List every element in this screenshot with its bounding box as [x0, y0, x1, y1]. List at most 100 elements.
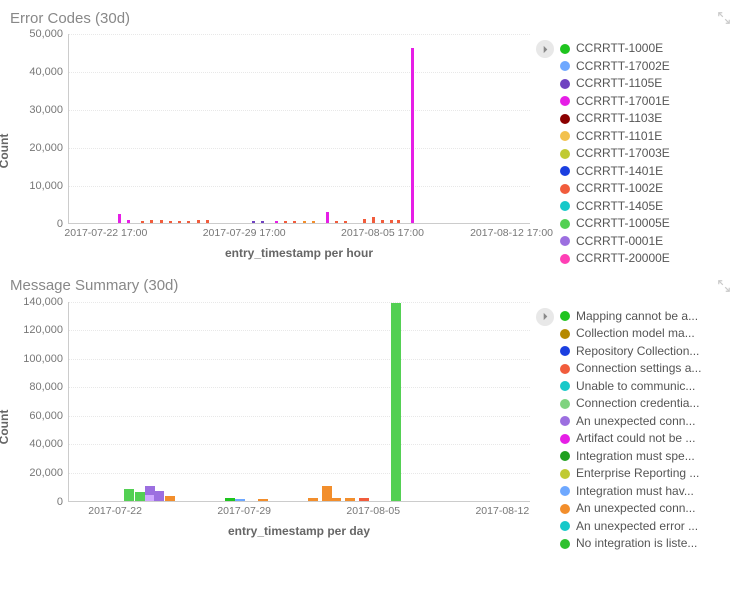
- bar[interactable]: [303, 221, 306, 223]
- panel-header: Message Summary (30d): [10, 274, 731, 298]
- legend-item[interactable]: CCRRTT-0001E: [560, 233, 715, 251]
- bar[interactable]: [326, 212, 329, 223]
- legend-label: An unexpected error ...: [576, 518, 698, 536]
- bar[interactable]: [363, 219, 366, 223]
- legend-item[interactable]: CCRRTT-1101E: [560, 128, 715, 146]
- legend-swatch: [560, 399, 570, 409]
- bar[interactable]: [124, 489, 134, 500]
- legend-item[interactable]: Artifact could not be ...: [560, 430, 715, 448]
- gridline: [69, 186, 530, 187]
- legend-item[interactable]: CCRRTT-1000E: [560, 40, 715, 58]
- bar[interactable]: [154, 491, 164, 501]
- y-tick: 20,000: [13, 142, 63, 154]
- x-tick: 2017-08-05: [346, 505, 400, 517]
- legend-item[interactable]: CCRRTT-20000E: [560, 250, 715, 268]
- bar[interactable]: [381, 220, 384, 223]
- legend-item[interactable]: An unexpected conn...: [560, 413, 715, 431]
- bar[interactable]: [187, 221, 190, 223]
- bar[interactable]: [235, 499, 245, 501]
- bar[interactable]: [345, 498, 355, 501]
- bar[interactable]: [308, 498, 318, 500]
- expand-icon[interactable]: [717, 11, 731, 25]
- legend-item[interactable]: CCRRTT-1103E: [560, 110, 715, 128]
- legend-item[interactable]: CCRRTT-17001E: [560, 93, 715, 111]
- bar[interactable]: [411, 48, 414, 223]
- plot: 020,00040,00060,00080,000100,000120,0001…: [68, 302, 530, 502]
- chart-area: Count010,00020,00030,00040,00050,0002017…: [10, 34, 530, 268]
- y-tick: 0: [13, 218, 63, 230]
- legend-item[interactable]: An unexpected conn...: [560, 500, 715, 518]
- bar[interactable]: [160, 220, 163, 223]
- y-tick: 80,000: [13, 381, 63, 393]
- legend-swatch: [560, 311, 570, 321]
- bar[interactable]: [118, 214, 121, 224]
- bar[interactable]: [127, 220, 130, 223]
- legend-label: Unable to communic...: [576, 378, 695, 396]
- y-tick: 30,000: [13, 104, 63, 116]
- legend-item[interactable]: Collection model ma...: [560, 325, 715, 343]
- legend-label: Integration must spe...: [576, 448, 695, 466]
- legend-item[interactable]: An unexpected error ...: [560, 518, 715, 536]
- legend-item[interactable]: Unable to communic...: [560, 378, 715, 396]
- bar[interactable]: [372, 217, 375, 223]
- bar[interactable]: [390, 220, 393, 223]
- legend-item[interactable]: CCRRTT-10005E: [560, 215, 715, 233]
- x-tick: 2017-08-12: [475, 505, 529, 517]
- bar[interactable]: [258, 499, 268, 501]
- legend-swatch: [560, 434, 570, 444]
- bar[interactable]: [150, 220, 153, 223]
- bar[interactable]: [261, 221, 264, 223]
- legend-label: CCRRTT-1105E: [576, 75, 662, 93]
- bar[interactable]: [275, 221, 278, 223]
- y-tick: 0: [13, 496, 63, 508]
- bar[interactable]: [197, 220, 200, 223]
- legend-item[interactable]: CCRRTT-1105E: [560, 75, 715, 93]
- bar[interactable]: [293, 221, 296, 223]
- x-axis-label: entry_timestamp per day: [68, 524, 530, 538]
- legend-label: CCRRTT-10005E: [576, 215, 670, 233]
- legend-item[interactable]: No integration is liste...: [560, 535, 715, 553]
- gridline: [69, 34, 530, 35]
- panel-title: Error Codes (30d): [10, 10, 130, 27]
- legend-collapse-icon[interactable]: [536, 40, 554, 58]
- legend-item[interactable]: CCRRTT-1401E: [560, 163, 715, 181]
- legend-item[interactable]: CCRRTT-17002E: [560, 58, 715, 76]
- legend-collapse-icon[interactable]: [536, 308, 554, 326]
- legend-item[interactable]: CCRRTT-1405E: [560, 198, 715, 216]
- bar[interactable]: [391, 303, 401, 500]
- bar[interactable]: [252, 221, 255, 223]
- bar[interactable]: [169, 221, 172, 223]
- legend-label: CCRRTT-0001E: [576, 233, 663, 251]
- legend-item[interactable]: Mapping cannot be a...: [560, 308, 715, 326]
- bar[interactable]: [284, 221, 287, 223]
- bar[interactable]: [331, 498, 341, 500]
- bar[interactable]: [344, 221, 347, 223]
- legend-item[interactable]: CCRRTT-1002E: [560, 180, 715, 198]
- legend-item[interactable]: Integration must spe...: [560, 448, 715, 466]
- bar[interactable]: [178, 221, 181, 223]
- panel-body: Count020,00040,00060,00080,000100,000120…: [10, 302, 731, 553]
- bar[interactable]: [335, 221, 338, 223]
- legend-item[interactable]: Connection credentia...: [560, 395, 715, 413]
- legend-label: CCRRTT-1000E: [576, 40, 663, 58]
- legend-item[interactable]: Connection settings a...: [560, 360, 715, 378]
- legend-label: No integration is liste...: [576, 535, 697, 553]
- legend-swatch: [560, 79, 570, 89]
- legend-item[interactable]: Repository Collection...: [560, 343, 715, 361]
- bar[interactable]: [141, 221, 144, 223]
- bar[interactable]: [397, 220, 400, 223]
- gridline: [69, 72, 530, 73]
- legend-item[interactable]: Integration must hav...: [560, 483, 715, 501]
- legend-swatch: [560, 469, 570, 479]
- bar[interactable]: [206, 220, 209, 223]
- legend-label: CCRRTT-17001E: [576, 93, 670, 111]
- bar[interactable]: [359, 498, 369, 501]
- legend-swatch: [560, 219, 570, 229]
- gridline: [69, 444, 530, 445]
- bar[interactable]: [312, 221, 315, 223]
- legend-item[interactable]: Enterprise Reporting ...: [560, 465, 715, 483]
- bar[interactable]: [165, 496, 175, 501]
- expand-icon[interactable]: [717, 279, 731, 293]
- legend-swatch: [560, 381, 570, 391]
- legend-item[interactable]: CCRRTT-17003E: [560, 145, 715, 163]
